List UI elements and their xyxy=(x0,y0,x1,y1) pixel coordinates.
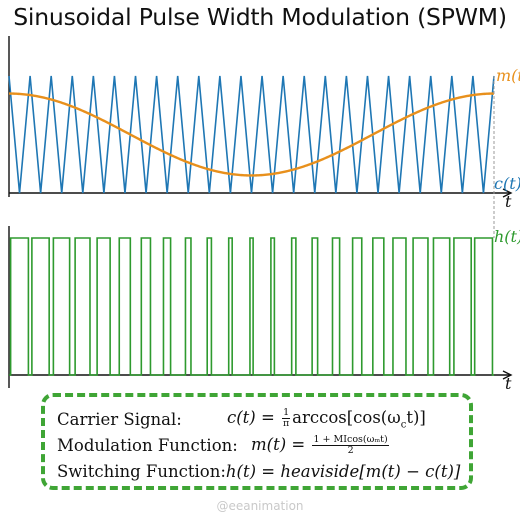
formula-lhs: m(t) = xyxy=(251,434,311,454)
top-x-arrow xyxy=(502,188,513,198)
formula-name: Switching Function: xyxy=(57,461,226,481)
formula-row-modulation: Modulation Function: m(t) = 1 + MIcos(ωₘ… xyxy=(57,432,459,458)
formula-subscript: c xyxy=(400,419,407,431)
top-x-label: t xyxy=(505,192,512,211)
formula-expression: h(t) = heaviside[m(t) − c(t)] xyxy=(226,462,460,481)
bottom-series-group xyxy=(9,237,494,376)
fraction-numerator: 1 xyxy=(282,406,291,419)
watermark: @eeanimation xyxy=(216,499,304,513)
page-title: Sinusoidal Pulse Width Modulation (SPWM) xyxy=(13,3,507,31)
formula-expression: m(t) = 1 + MIcos(ωₘt) 2 xyxy=(251,433,391,456)
formula-rhs: heaviside[m(t) − c(t)] xyxy=(280,461,461,481)
switching-line xyxy=(9,237,494,376)
fraction-numerator: 1 + MIcos(ωₘt) xyxy=(312,433,389,446)
formula-name: Carrier Signal: xyxy=(57,409,182,429)
modulation-line xyxy=(8,92,495,177)
formula-lhs: h(t) = xyxy=(225,461,281,481)
fraction-denominator: 2 xyxy=(347,444,354,456)
bottom-x-label: t xyxy=(505,374,512,393)
formula-box: Carrier Signal: c(t) = 1 π arccos[cos(ωct)… xyxy=(41,393,473,490)
formula-tail: t)] xyxy=(406,407,426,427)
formula-row-carrier: Carrier Signal: c(t) = 1 π arccos[cos(ωct)… xyxy=(57,406,459,432)
fraction-denominator: π xyxy=(282,417,290,429)
bottom-x-arrow xyxy=(502,370,513,380)
formula-lhs: c(t) = xyxy=(227,407,281,427)
carrier-label: c(t) xyxy=(494,174,520,193)
formula-name: Modulation Function: xyxy=(57,435,238,455)
formula-fraction: 1 + MIcos(ωₘt) 2 xyxy=(312,433,389,456)
spwm-plots: m(t) c(t) t h(t) t xyxy=(8,36,520,393)
switching-label: h(t) xyxy=(494,227,520,246)
modulation-label: m(t) xyxy=(496,66,520,85)
formula-rhs: arccos[cos(ω xyxy=(292,407,401,427)
formula-row-switching: Switching Function: h(t) = heaviside[m(t… xyxy=(57,458,460,484)
formula-expression: c(t) = 1 π arccos[cos(ωct)] xyxy=(227,406,426,431)
top-series-group xyxy=(8,75,495,194)
